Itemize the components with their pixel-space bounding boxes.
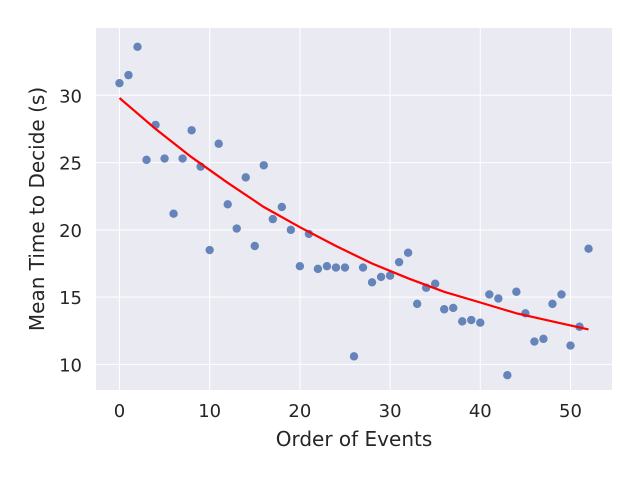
- data-point: [349, 352, 359, 361]
- data-point: [385, 271, 395, 280]
- data-point: [458, 317, 467, 326]
- data-point: [394, 257, 404, 267]
- data-point: [467, 315, 476, 325]
- data-point: [367, 278, 377, 287]
- data-point: [494, 294, 503, 303]
- data-point: [124, 70, 133, 80]
- data-point: [259, 161, 268, 170]
- data-point: [530, 337, 539, 346]
- fit-line: [118, 97, 589, 331]
- data-point: [205, 245, 214, 255]
- data-point: [440, 305, 449, 314]
- data-point: [376, 272, 386, 282]
- data-point: [449, 303, 458, 313]
- data-point: [340, 263, 350, 272]
- data-point: [485, 290, 494, 299]
- data-point: [187, 126, 196, 135]
- data-point: [512, 287, 521, 296]
- plot-background: [96, 28, 612, 390]
- fit-line-series: [118, 97, 589, 331]
- data-point: [566, 341, 575, 350]
- data-point: [133, 42, 142, 52]
- data-point: [584, 244, 593, 253]
- data-point: [412, 299, 422, 309]
- data-point: [160, 154, 169, 163]
- data-point: [268, 214, 278, 224]
- data-point: [331, 263, 341, 272]
- data-point: [548, 299, 557, 309]
- y-tick-label: 25: [59, 154, 82, 175]
- x-tick-label: 40: [469, 401, 492, 422]
- data-point: [277, 202, 287, 212]
- data-point: [115, 78, 124, 88]
- y-ticks: 10 15 20 25 30: [59, 86, 82, 376]
- grid: [96, 28, 612, 390]
- data-point: [250, 241, 259, 251]
- data-point: [142, 155, 151, 165]
- data-point: [322, 261, 332, 271]
- data-point: [476, 318, 485, 327]
- y-axis-label: Mean Time to Decide (s): [25, 87, 49, 331]
- data-point: [430, 279, 440, 288]
- data-point: [214, 139, 223, 148]
- data-point: [178, 154, 187, 163]
- x-tick-label: 20: [288, 401, 311, 422]
- scatter-series: [115, 42, 593, 380]
- data-point: [169, 209, 178, 218]
- x-axis-label: Order of Events: [276, 427, 433, 451]
- x-ticks: 0 10 20 30 40 50: [114, 401, 582, 422]
- data-point: [503, 370, 512, 380]
- data-point: [241, 173, 250, 182]
- data-point: [295, 261, 305, 271]
- data-point: [358, 263, 368, 272]
- y-tick-label: 20: [59, 221, 82, 242]
- x-tick-label: 0: [114, 401, 125, 422]
- y-tick-label: 30: [59, 86, 82, 107]
- data-point: [557, 290, 566, 299]
- data-point: [313, 264, 323, 274]
- data-point: [539, 334, 548, 344]
- x-tick-label: 30: [379, 401, 402, 422]
- data-point: [403, 248, 413, 257]
- x-tick-label: 50: [559, 401, 582, 422]
- y-tick-label: 10: [59, 355, 82, 376]
- data-point: [223, 200, 232, 209]
- data-point: [286, 225, 296, 235]
- y-tick-label: 15: [59, 288, 82, 309]
- x-tick-label: 10: [198, 401, 221, 422]
- data-point: [232, 224, 241, 233]
